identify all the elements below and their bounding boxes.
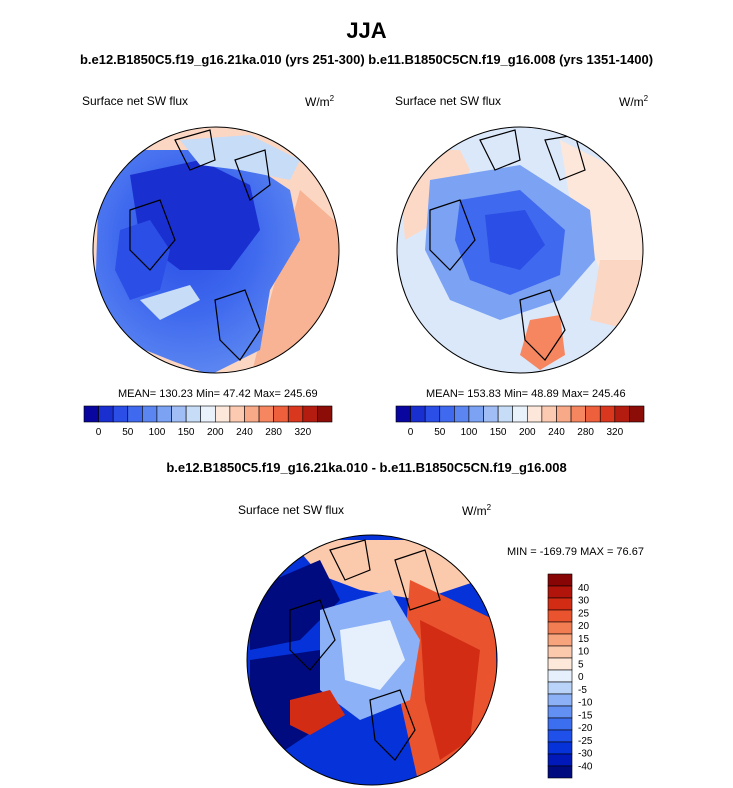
difference-colorbar-tick-label: -15: [578, 710, 593, 721]
panel1-stats: MEAN= 130.23 Min= 47.42 Max= 245.69: [118, 388, 318, 400]
difference-colorbar-tick-label: -20: [578, 723, 593, 734]
panel2-colorbar-swatch: [424, 405, 441, 423]
difference-colorbar-swatch: [547, 645, 573, 659]
difference-title: b.e12.B1850C5.f19_g16.21ka.010 - b.e11.B…: [166, 460, 567, 475]
difference-colorbar-tick-label: 25: [578, 608, 590, 619]
panel1-colorbar-swatch: [142, 405, 158, 423]
panel1-colorbar-tick-label: 0: [96, 427, 102, 438]
difference-colorbar-tick-label: 10: [578, 647, 590, 658]
panel1-colorbar-swatch: [98, 405, 114, 423]
difference-colorbar-swatch: [547, 585, 573, 599]
difference-colorbar-swatch: [547, 753, 573, 767]
panel1-colorbar-tick-label: 100: [149, 427, 166, 438]
panel2-colorbar-swatch: [497, 405, 514, 423]
panel1-colorbar-swatch: [200, 405, 216, 423]
panel2-colorbar-tick-label: 240: [548, 427, 565, 438]
panel1-colorbar-swatch: [112, 405, 129, 423]
panel2-colorbar-tick-label: 150: [490, 427, 507, 438]
panel2-colorbar-swatch: [599, 405, 616, 423]
panel2-colorbar-swatch: [395, 405, 411, 423]
difference-colorbar-tick-label: 40: [578, 583, 590, 594]
panel2-colorbar-swatch: [570, 405, 586, 423]
panel2-colorbar-swatch: [541, 405, 557, 423]
panel1-colorbar-tick-label: 240: [236, 427, 253, 438]
difference-colorbar-tick-label: 20: [578, 621, 590, 632]
diff-stats: MIN = -169.79 MAX = 76.67: [507, 546, 644, 558]
difference-colorbar-tick-label: -10: [578, 698, 593, 709]
panel2-colorbar-tick-label: 200: [519, 427, 536, 438]
panel2-colorbar-swatch: [439, 405, 455, 423]
panel1-colorbar-swatch: [214, 405, 231, 423]
difference-colorbar-swatch: [547, 633, 573, 647]
difference-colorbar-swatch: [547, 765, 573, 779]
panel1-colorbar-tick-label: 280: [265, 427, 282, 438]
difference-colorbar-swatch: [547, 741, 573, 755]
panel2-colorbar-swatch: [526, 405, 543, 423]
panel2-colorbar: 0 50 100 150 200 240 280 320: [395, 405, 645, 438]
difference-colorbar-tick-label: 15: [578, 634, 590, 645]
season-title: JJA: [346, 18, 387, 43]
panel1-colorbar-swatch: [229, 405, 245, 423]
difference-colorbar-swatch: [547, 717, 573, 731]
panel2-stats: MEAN= 153.83 Min= 48.89 Max= 245.46: [426, 388, 626, 400]
panel2-colorbar-swatch: [556, 405, 572, 423]
difference-colorbar-tick-label: 5: [578, 659, 584, 670]
panel1-colorbar-swatch: [171, 405, 187, 423]
panel2-colorbar-tick-label: 320: [606, 427, 623, 438]
diff-unit-label: W/m2: [462, 503, 492, 518]
difference-colorbar-tick-label: -5: [578, 685, 587, 696]
panel1-colorbar-swatch: [258, 405, 274, 423]
difference-colorbar-tick-label: -40: [578, 761, 593, 772]
difference-colorbar-swatch: [547, 621, 573, 635]
panel1-colorbar-swatch: [83, 405, 99, 423]
panel1-colorbar-swatch: [273, 405, 289, 423]
panel2-colorbar-swatch: [585, 405, 601, 423]
panel2-colorbar-swatch: [512, 405, 528, 423]
difference-colorbar-tick-label: 30: [578, 596, 590, 607]
panel1-colorbar-tick-label: 150: [178, 427, 195, 438]
panel2-colorbar-swatch: [483, 405, 499, 423]
cases-title: b.e12.B1850C5.f19_g16.21ka.010 (yrs 251-…: [79, 52, 654, 67]
panel1-colorbar-swatch: [156, 405, 172, 423]
panel1-colorbar-tick-label: 50: [122, 427, 134, 438]
panel1-colorbar-swatch: [185, 405, 202, 423]
difference-colorbar-tick-label: -30: [578, 749, 593, 760]
panel1-colorbar-tick-label: 200: [207, 427, 224, 438]
diff-variable-label: Surface net SW flux: [238, 503, 345, 517]
panel2-colorbar-tick-label: 0: [408, 427, 414, 438]
panel2-colorbar-swatch: [629, 405, 645, 423]
difference-colorbar-swatch: [547, 729, 573, 743]
panel1-colorbar-swatch: [317, 405, 333, 423]
panel1-colorbar-tick-label: 320: [294, 427, 311, 438]
panel1-colorbar: 0 50 100 150 200 240 280 320: [83, 405, 333, 438]
difference-colorbar-swatch: [547, 681, 573, 695]
difference-colorbar-swatch: [547, 693, 573, 707]
panel1-variable-label: Surface net SW flux: [82, 94, 189, 108]
difference-colorbar-swatch: [547, 609, 573, 623]
panel1-colorbar-swatch: [302, 405, 318, 423]
difference-colorbar-swatch: [547, 573, 573, 587]
panel1-unit-label: W/m2: [305, 94, 335, 109]
panel2-colorbar-tick-label: 50: [434, 427, 446, 438]
difference-colorbar-swatch: [547, 669, 573, 683]
panel1-colorbar-swatch: [244, 405, 260, 423]
panel2-colorbar-tick-label: 100: [461, 427, 478, 438]
difference-colorbar-swatch: [547, 597, 573, 611]
panel2-colorbar-swatch: [410, 405, 426, 423]
panel1-colorbar-swatch: [127, 405, 143, 423]
panel2-variable-label: Surface net SW flux: [395, 94, 502, 108]
panel1-colorbar-swatch: [287, 405, 304, 423]
panel2-colorbar-swatch: [454, 405, 470, 423]
difference-colorbar-swatch: [547, 657, 573, 671]
difference-colorbar-tick-label: -25: [578, 736, 593, 747]
panel2-unit-label: W/m2: [619, 94, 649, 109]
panel2-colorbar-swatch: [614, 405, 630, 423]
panel2-colorbar-tick-label: 280: [577, 427, 594, 438]
panel2-colorbar-swatch: [468, 405, 484, 423]
difference-colorbar-tick-label: 0: [578, 672, 584, 683]
difference-colorbar-swatch: [547, 705, 573, 719]
